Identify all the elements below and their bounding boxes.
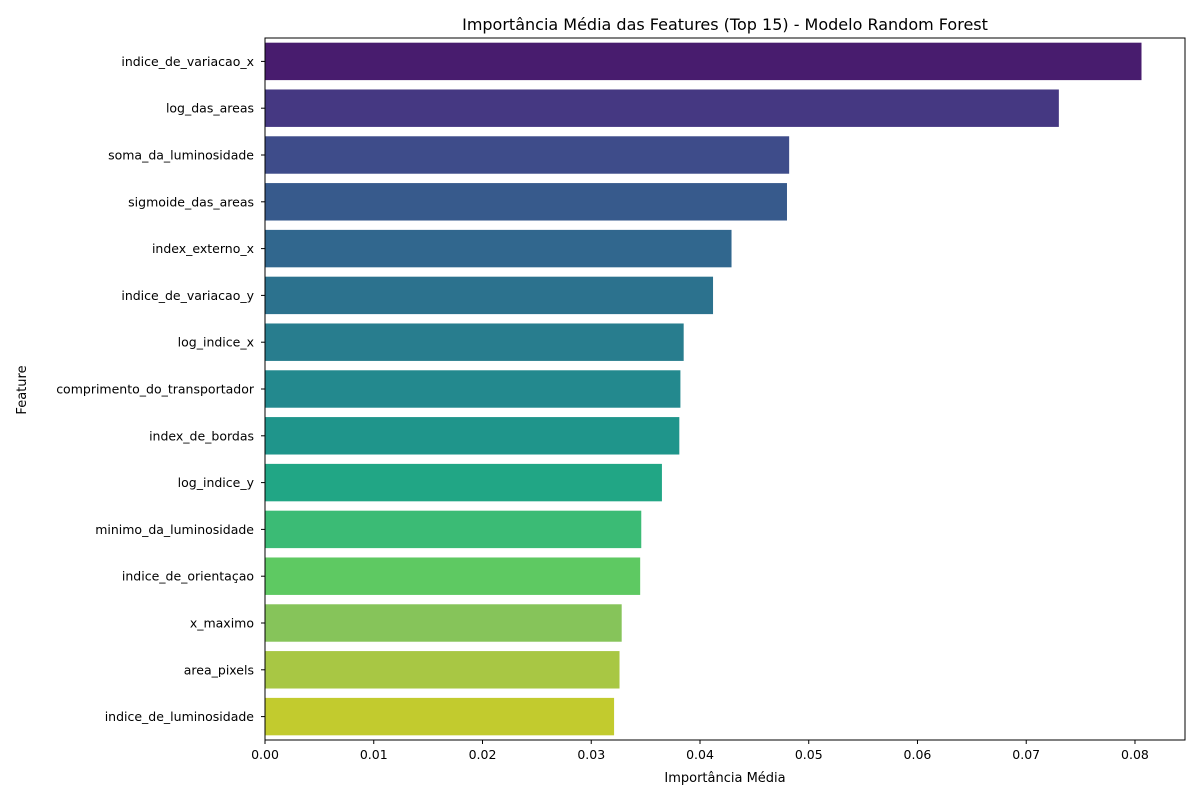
bar-log_indice_x <box>265 323 684 361</box>
bar-indice_de_luminosidade <box>265 697 615 736</box>
x-tick-label: 0.07 <box>1012 747 1040 762</box>
bar-soma_da_luminosidade <box>265 136 790 174</box>
bar-log_indice_y <box>265 463 662 502</box>
bar-minimo_da_luminosidade <box>265 510 642 549</box>
x-tick-label: 0.00 <box>251 747 279 762</box>
y-tick-label: index_externo_x <box>152 241 254 256</box>
y-tick-label: indice_de_variacao_y <box>121 288 254 303</box>
y-tick-label: indice_de_orientaçao <box>122 569 254 584</box>
x-tick-label: 0.04 <box>686 747 714 762</box>
y-tick-label: comprimento_do_transportador <box>56 382 255 397</box>
bar-log_das_areas <box>265 89 1059 127</box>
bar-sigmoide_das_areas <box>265 183 787 221</box>
x-axis-label: Importância Média <box>664 771 785 786</box>
bar-indice_de_variacao_x <box>265 42 1142 81</box>
bar-index_de_bordas <box>265 417 680 455</box>
x-tick-label: 0.06 <box>904 747 932 762</box>
y-tick-label: sigmoide_das_areas <box>128 194 254 209</box>
x-tick-label: 0.03 <box>577 747 605 762</box>
y-tick-label: log_indice_x <box>178 335 254 350</box>
bar-x_maximo <box>265 604 622 642</box>
y-tick-label: x_maximo <box>190 616 254 631</box>
y-axis-label: Feature <box>15 365 30 414</box>
y-tick-label: indice_de_luminosidade <box>105 709 255 724</box>
y-axis-ticks: indice_de_variacao_x log_das_areas soma_da… <box>56 54 265 724</box>
bar-area_pixels <box>265 651 620 689</box>
y-tick-label: log_das_areas <box>166 101 254 116</box>
bar-comprimento_do_transportador <box>265 370 681 408</box>
bars-layer <box>265 42 1142 736</box>
y-tick-label: index_de_bordas <box>149 428 254 443</box>
y-tick-label: area_pixels <box>184 662 254 677</box>
y-tick-label: indice_de_variacao_x <box>121 54 254 69</box>
bar-indice_de_orientaçao <box>265 557 641 595</box>
plot-frame <box>264 37 1186 741</box>
y-tick-label: soma_da_luminosidade <box>108 148 254 163</box>
y-tick-label: log_indice_y <box>178 475 255 490</box>
bar-indice_de_variacao_y <box>265 276 714 315</box>
chart-title: Importância Média das Features (Top 15) … <box>462 15 988 34</box>
x-tick-label: 0.01 <box>360 747 388 762</box>
x-axis-ticks: 0.00 0.01 0.02 0.03 0.04 0.05 0.06 0.07 0.08 <box>251 740 1149 762</box>
bar-index_externo_x <box>265 229 732 268</box>
y-tick-label: minimo_da_luminosidade <box>95 522 254 537</box>
x-tick-label: 0.08 <box>1121 747 1149 762</box>
x-tick-label: 0.05 <box>795 747 823 762</box>
x-tick-label: 0.02 <box>469 747 497 762</box>
